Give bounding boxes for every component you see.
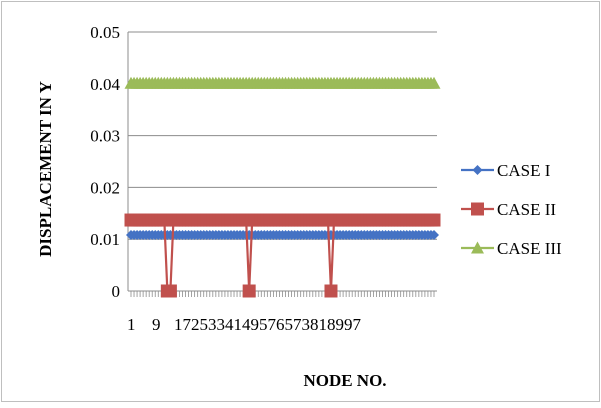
series-case-i [126, 230, 439, 241]
y-tick-label-5: 0.05 [90, 23, 120, 42]
point-marker [242, 284, 256, 298]
legend-label: CASE III [497, 239, 562, 258]
legend-entry-case-i: CASE I [461, 161, 551, 180]
x-tick-label-5: 41 [225, 315, 242, 334]
series-case-iii [124, 76, 441, 89]
y-tick-label-2: 0.02 [90, 178, 120, 197]
x-tick-label-6: 49 [242, 315, 259, 334]
chart-frame [1, 1, 600, 402]
series-group [124, 76, 441, 298]
axes: 00.010.020.030.040.051 9 17 25 33 41 49 57 65 73 8… [90, 23, 437, 334]
x-tick-label-7: 57 [259, 315, 277, 334]
point-marker [472, 165, 483, 175]
x-tick-label-10: 81 [310, 315, 327, 334]
point-marker [429, 230, 439, 241]
x-tick-label-8: 65 [276, 315, 293, 334]
point-marker [427, 213, 441, 227]
x-tick-label-1: 9 [152, 315, 161, 334]
point-marker [427, 76, 441, 89]
x-tick-label-0: 1 [127, 315, 136, 334]
y-tick-label-0: 0 [112, 282, 121, 301]
legend-entry-case-iii: CASE III [461, 239, 562, 258]
y-tick-label-3: 0.03 [90, 127, 120, 146]
legend-label: CASE II [497, 200, 556, 219]
x-tick-label-3: 25 [191, 315, 208, 334]
legend: CASE I CASE II CASE III [461, 161, 562, 258]
point-marker [471, 202, 484, 216]
x-tick-label-2: 17 [174, 315, 192, 334]
legend-entry-case-ii: CASE II [461, 200, 556, 219]
legend-label: CASE I [497, 161, 551, 180]
y-axis-title: DISPLACEMENT IN Y [36, 81, 55, 257]
x-tick-label-11: 89 [327, 315, 344, 334]
x-axis-title: NODE NO. [303, 371, 386, 390]
x-tick-label-9: 73 [293, 315, 310, 334]
y-tick-label-4: 0.04 [90, 75, 120, 94]
x-tick-label-4: 33 [208, 315, 225, 334]
series-case-ii [124, 213, 441, 298]
point-marker [471, 241, 484, 254]
y-tick-label-1: 0.01 [90, 230, 120, 249]
point-marker [324, 284, 338, 298]
point-marker [163, 284, 177, 298]
x-tick-label-12: 97 [344, 315, 362, 334]
